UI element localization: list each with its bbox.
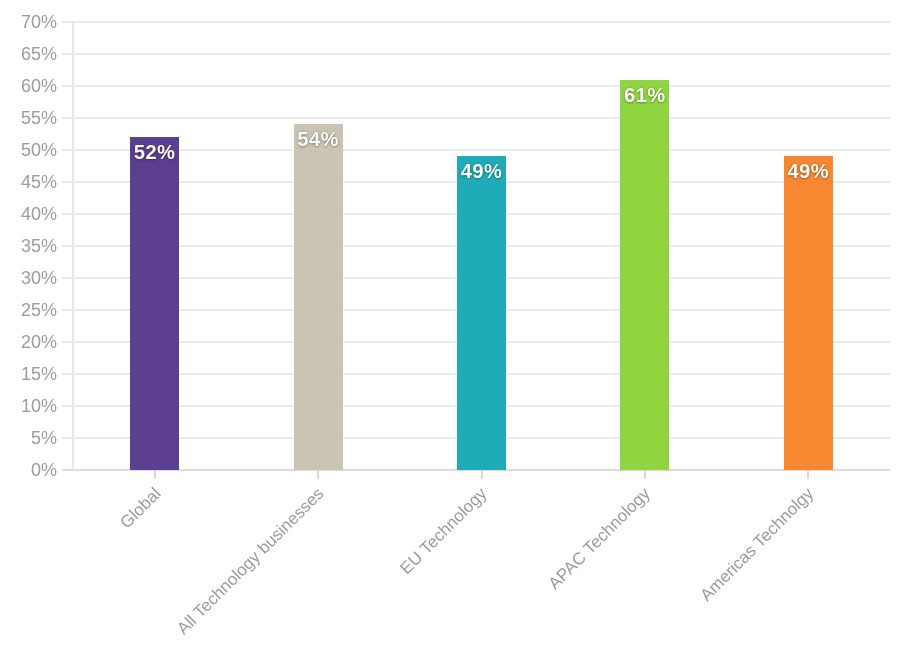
y-tick-label: 15% bbox=[20, 364, 57, 384]
bar: 49% bbox=[783, 156, 833, 470]
bar-value-label: 61% bbox=[624, 84, 666, 107]
y-tick-label: 35% bbox=[20, 236, 57, 256]
y-tick-label: 60% bbox=[20, 76, 57, 96]
x-tick bbox=[480, 470, 483, 479]
x-tick-label: APAC Technology bbox=[545, 484, 655, 594]
gridline bbox=[62, 149, 890, 151]
bar: 49% bbox=[457, 156, 506, 470]
y-tick-label: 50% bbox=[20, 140, 57, 160]
y-tick-label: 40% bbox=[20, 204, 57, 224]
x-tick-label: EU Technology bbox=[396, 484, 491, 579]
y-tick-label: 25% bbox=[20, 300, 57, 320]
y-tick-label: 0% bbox=[30, 460, 57, 480]
x-tick bbox=[807, 470, 810, 479]
y-tick-label: 70% bbox=[20, 12, 57, 32]
y-tick-label: 20% bbox=[20, 332, 57, 352]
gridline bbox=[62, 85, 890, 87]
bar: 54% bbox=[293, 124, 343, 470]
bar: 52% bbox=[130, 137, 180, 470]
bar-value-label: 54% bbox=[297, 129, 339, 152]
x-tick-label: Global bbox=[115, 484, 165, 533]
x-tick bbox=[317, 470, 320, 479]
y-tick-label: 65% bbox=[20, 44, 57, 64]
y-tick-label: 55% bbox=[20, 108, 57, 128]
bar-value-label: 49% bbox=[460, 161, 503, 184]
y-tick-label: 5% bbox=[30, 428, 57, 448]
y-tick-label: 30% bbox=[20, 268, 57, 288]
gridline bbox=[62, 21, 890, 23]
gridline bbox=[62, 117, 890, 119]
y-tick-label: 10% bbox=[20, 396, 57, 416]
y-axis-line bbox=[72, 22, 74, 470]
x-tick bbox=[153, 470, 156, 479]
bar: 61% bbox=[620, 79, 670, 470]
bar-value-label: 52% bbox=[133, 142, 176, 165]
x-tick-label: Americas Technolgy bbox=[696, 484, 818, 605]
y-tick-label: 45% bbox=[20, 172, 57, 192]
x-tick-label: All Technology businesses bbox=[173, 484, 328, 639]
bar-value-label: 49% bbox=[787, 161, 830, 184]
x-tick bbox=[643, 470, 646, 479]
gridline bbox=[62, 53, 890, 55]
